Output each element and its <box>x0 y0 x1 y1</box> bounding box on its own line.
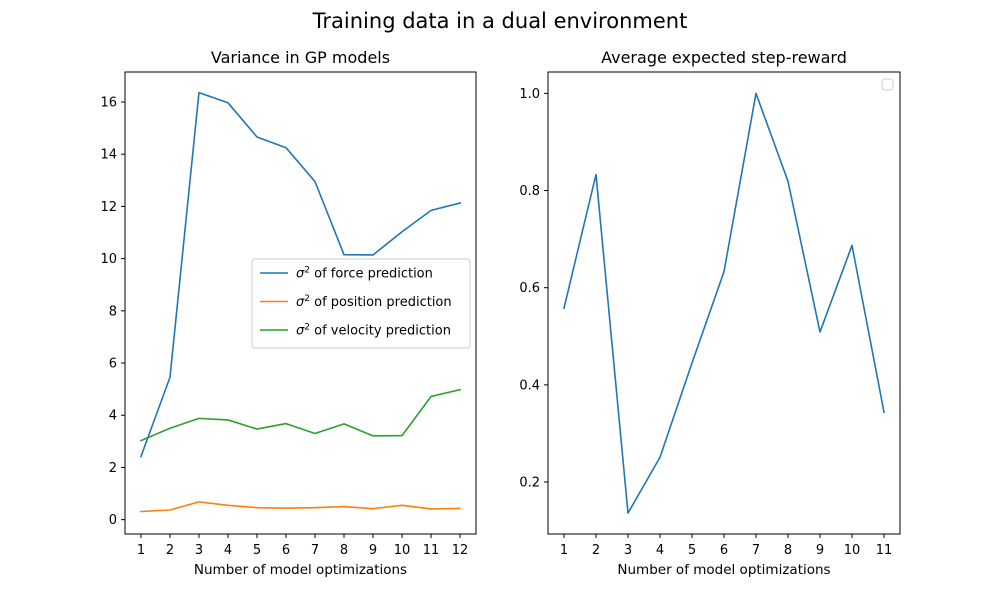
figure-suptitle: Training data in a dual environment <box>312 9 688 33</box>
series-line-1 <box>563 92 885 514</box>
y-tick-label: 1.0 <box>519 87 540 102</box>
x-tick-label: 10 <box>844 543 861 558</box>
x-tick-label: 1 <box>560 543 568 558</box>
x-tick-label: 7 <box>311 543 319 558</box>
legend-label: σ2 of position prediction <box>296 294 452 310</box>
series-line-2 <box>140 501 461 513</box>
x-tick-label: 1 <box>137 543 145 558</box>
x-tick-label: 2 <box>592 543 600 558</box>
x-tick-label: 5 <box>253 543 261 558</box>
x-axis-label: Number of model optimizations <box>194 562 407 578</box>
x-tick-label: 6 <box>282 543 290 558</box>
chart-title: Average expected step-reward <box>601 48 847 67</box>
y-tick-label: 0.8 <box>519 184 540 199</box>
legend-box <box>881 78 894 91</box>
y-tick-label: 4 <box>109 409 117 424</box>
y-tick-label: 0.6 <box>519 281 540 296</box>
y-tick-label: 2 <box>109 461 117 476</box>
x-tick-label: 3 <box>624 543 632 558</box>
x-tick-label: 6 <box>720 543 728 558</box>
x-tick-label: 4 <box>656 543 664 558</box>
legend-box <box>251 258 471 349</box>
chart-average-step-reward: Average expected step-reward 1 2 3 4 5 6 7 8 9 10 1… <box>519 48 901 578</box>
legend <box>881 78 894 91</box>
y-tick-label: 10 <box>100 252 117 267</box>
x-tick-label: 3 <box>195 543 203 558</box>
series-line-1 <box>139 91 462 458</box>
series-line-3 <box>139 388 462 442</box>
y-tick-label: 14 <box>100 148 117 163</box>
y-tick-label: 12 <box>100 200 117 215</box>
legend-label: σ2 of velocity prediction <box>296 323 451 339</box>
x-tick-label: 12 <box>452 543 469 558</box>
y-tick-label: 0.2 <box>519 476 540 491</box>
legend-label: σ2 of force prediction <box>296 266 433 282</box>
x-axis-label: Number of model optimizations <box>617 562 830 578</box>
y-tick-label: 6 <box>109 357 117 372</box>
x-tick-label: 5 <box>688 543 696 558</box>
x-tick-label: 4 <box>224 543 232 558</box>
plot-frame <box>124 71 477 535</box>
legend: σ2 of force prediction σ2 of position pre… <box>251 258 471 349</box>
x-tick-label: 11 <box>423 543 440 558</box>
x-tick-label: 9 <box>816 543 824 558</box>
y-tick-label: 16 <box>100 96 117 111</box>
chart-title: Variance in GP models <box>211 48 390 67</box>
x-tick-label: 2 <box>166 543 174 558</box>
x-tick-label: 10 <box>394 543 411 558</box>
x-tick-label: 11 <box>876 543 893 558</box>
x-tick-label: 7 <box>752 543 760 558</box>
x-tick-label: 8 <box>340 543 348 558</box>
y-tick-label: 8 <box>109 304 117 319</box>
x-tick-label: 9 <box>369 543 377 558</box>
y-tick-label: 0 <box>109 513 117 528</box>
x-tick-label: 8 <box>784 543 792 558</box>
y-tick-label: 0.4 <box>519 378 540 393</box>
